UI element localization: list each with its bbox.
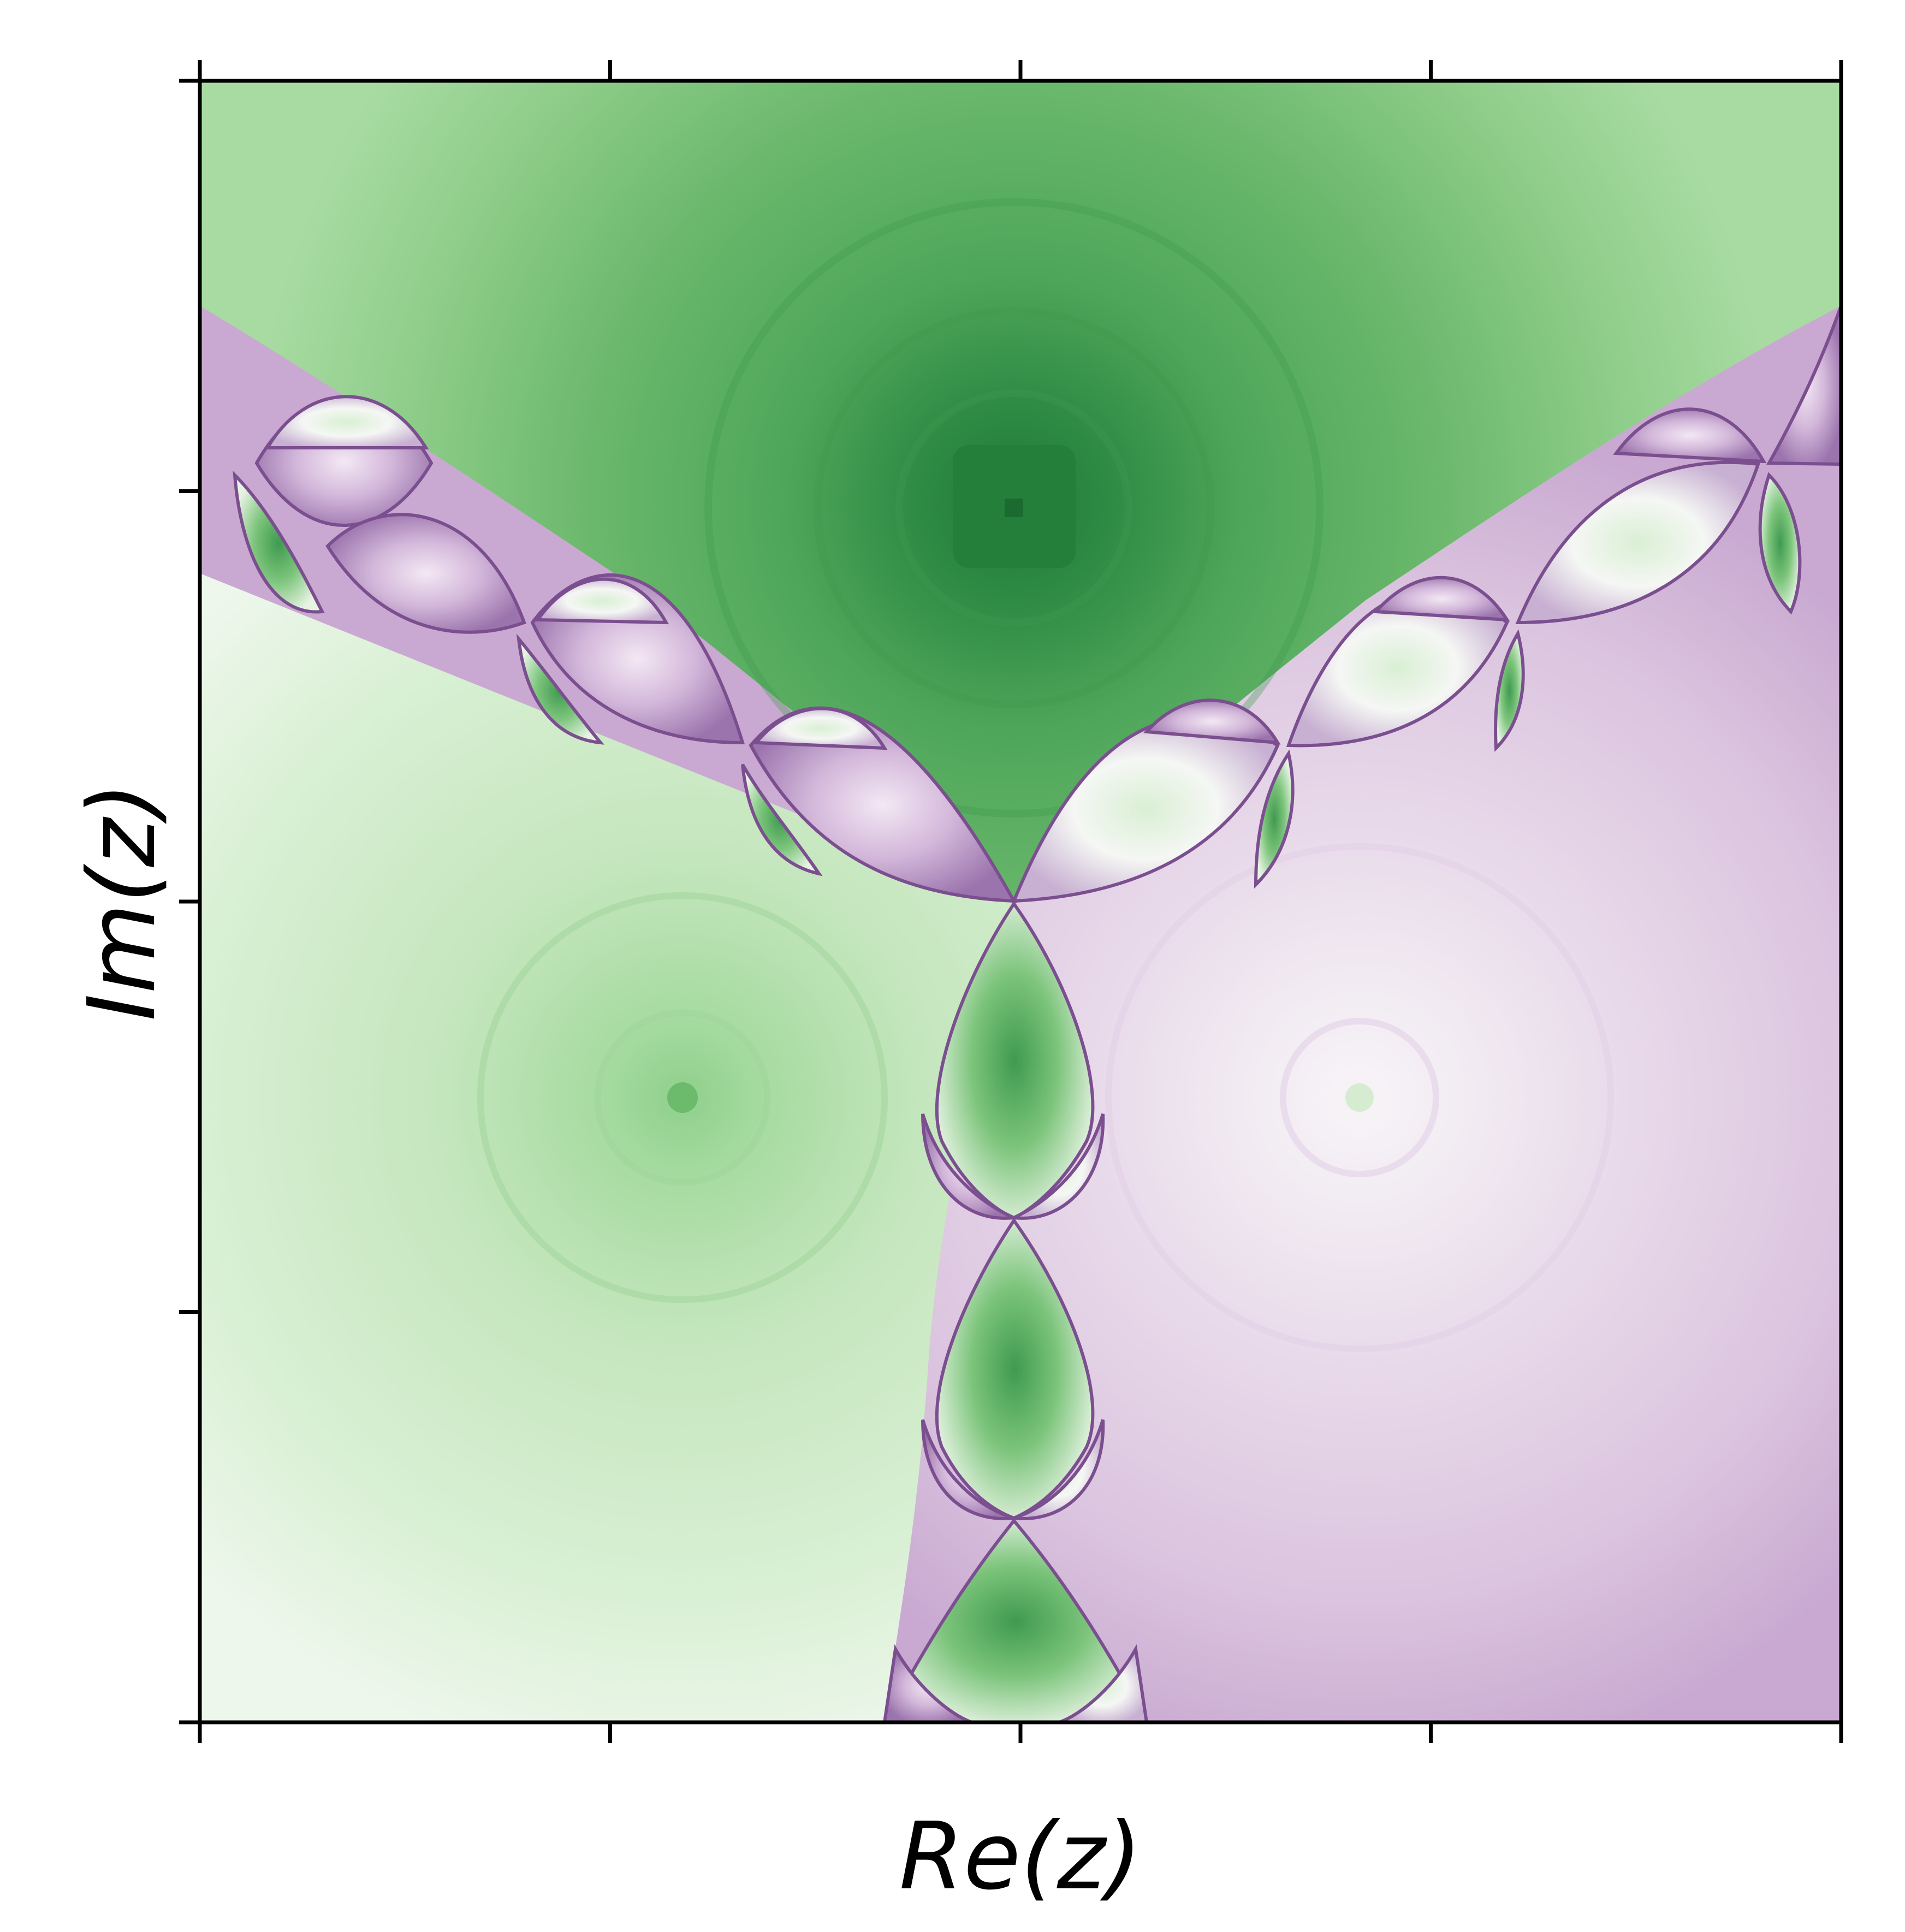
x-axis-label: Re(z) [899,1803,1142,1911]
left-basin-center [667,1082,698,1113]
top-basin-center [1005,499,1023,517]
heatmap-plot-area [200,81,1841,1722]
y-axis-ticks [179,79,200,1724]
y-axis-label: Im(z) [68,782,176,1021]
right-basin-center [1345,1083,1374,1112]
top-basin-rings [704,198,1324,817]
right-basin-rings [1105,843,1614,1352]
left-basin-rings [477,892,888,1303]
x-axis-ticks [198,60,1843,1743]
fractal-boundary [233,305,1841,1722]
